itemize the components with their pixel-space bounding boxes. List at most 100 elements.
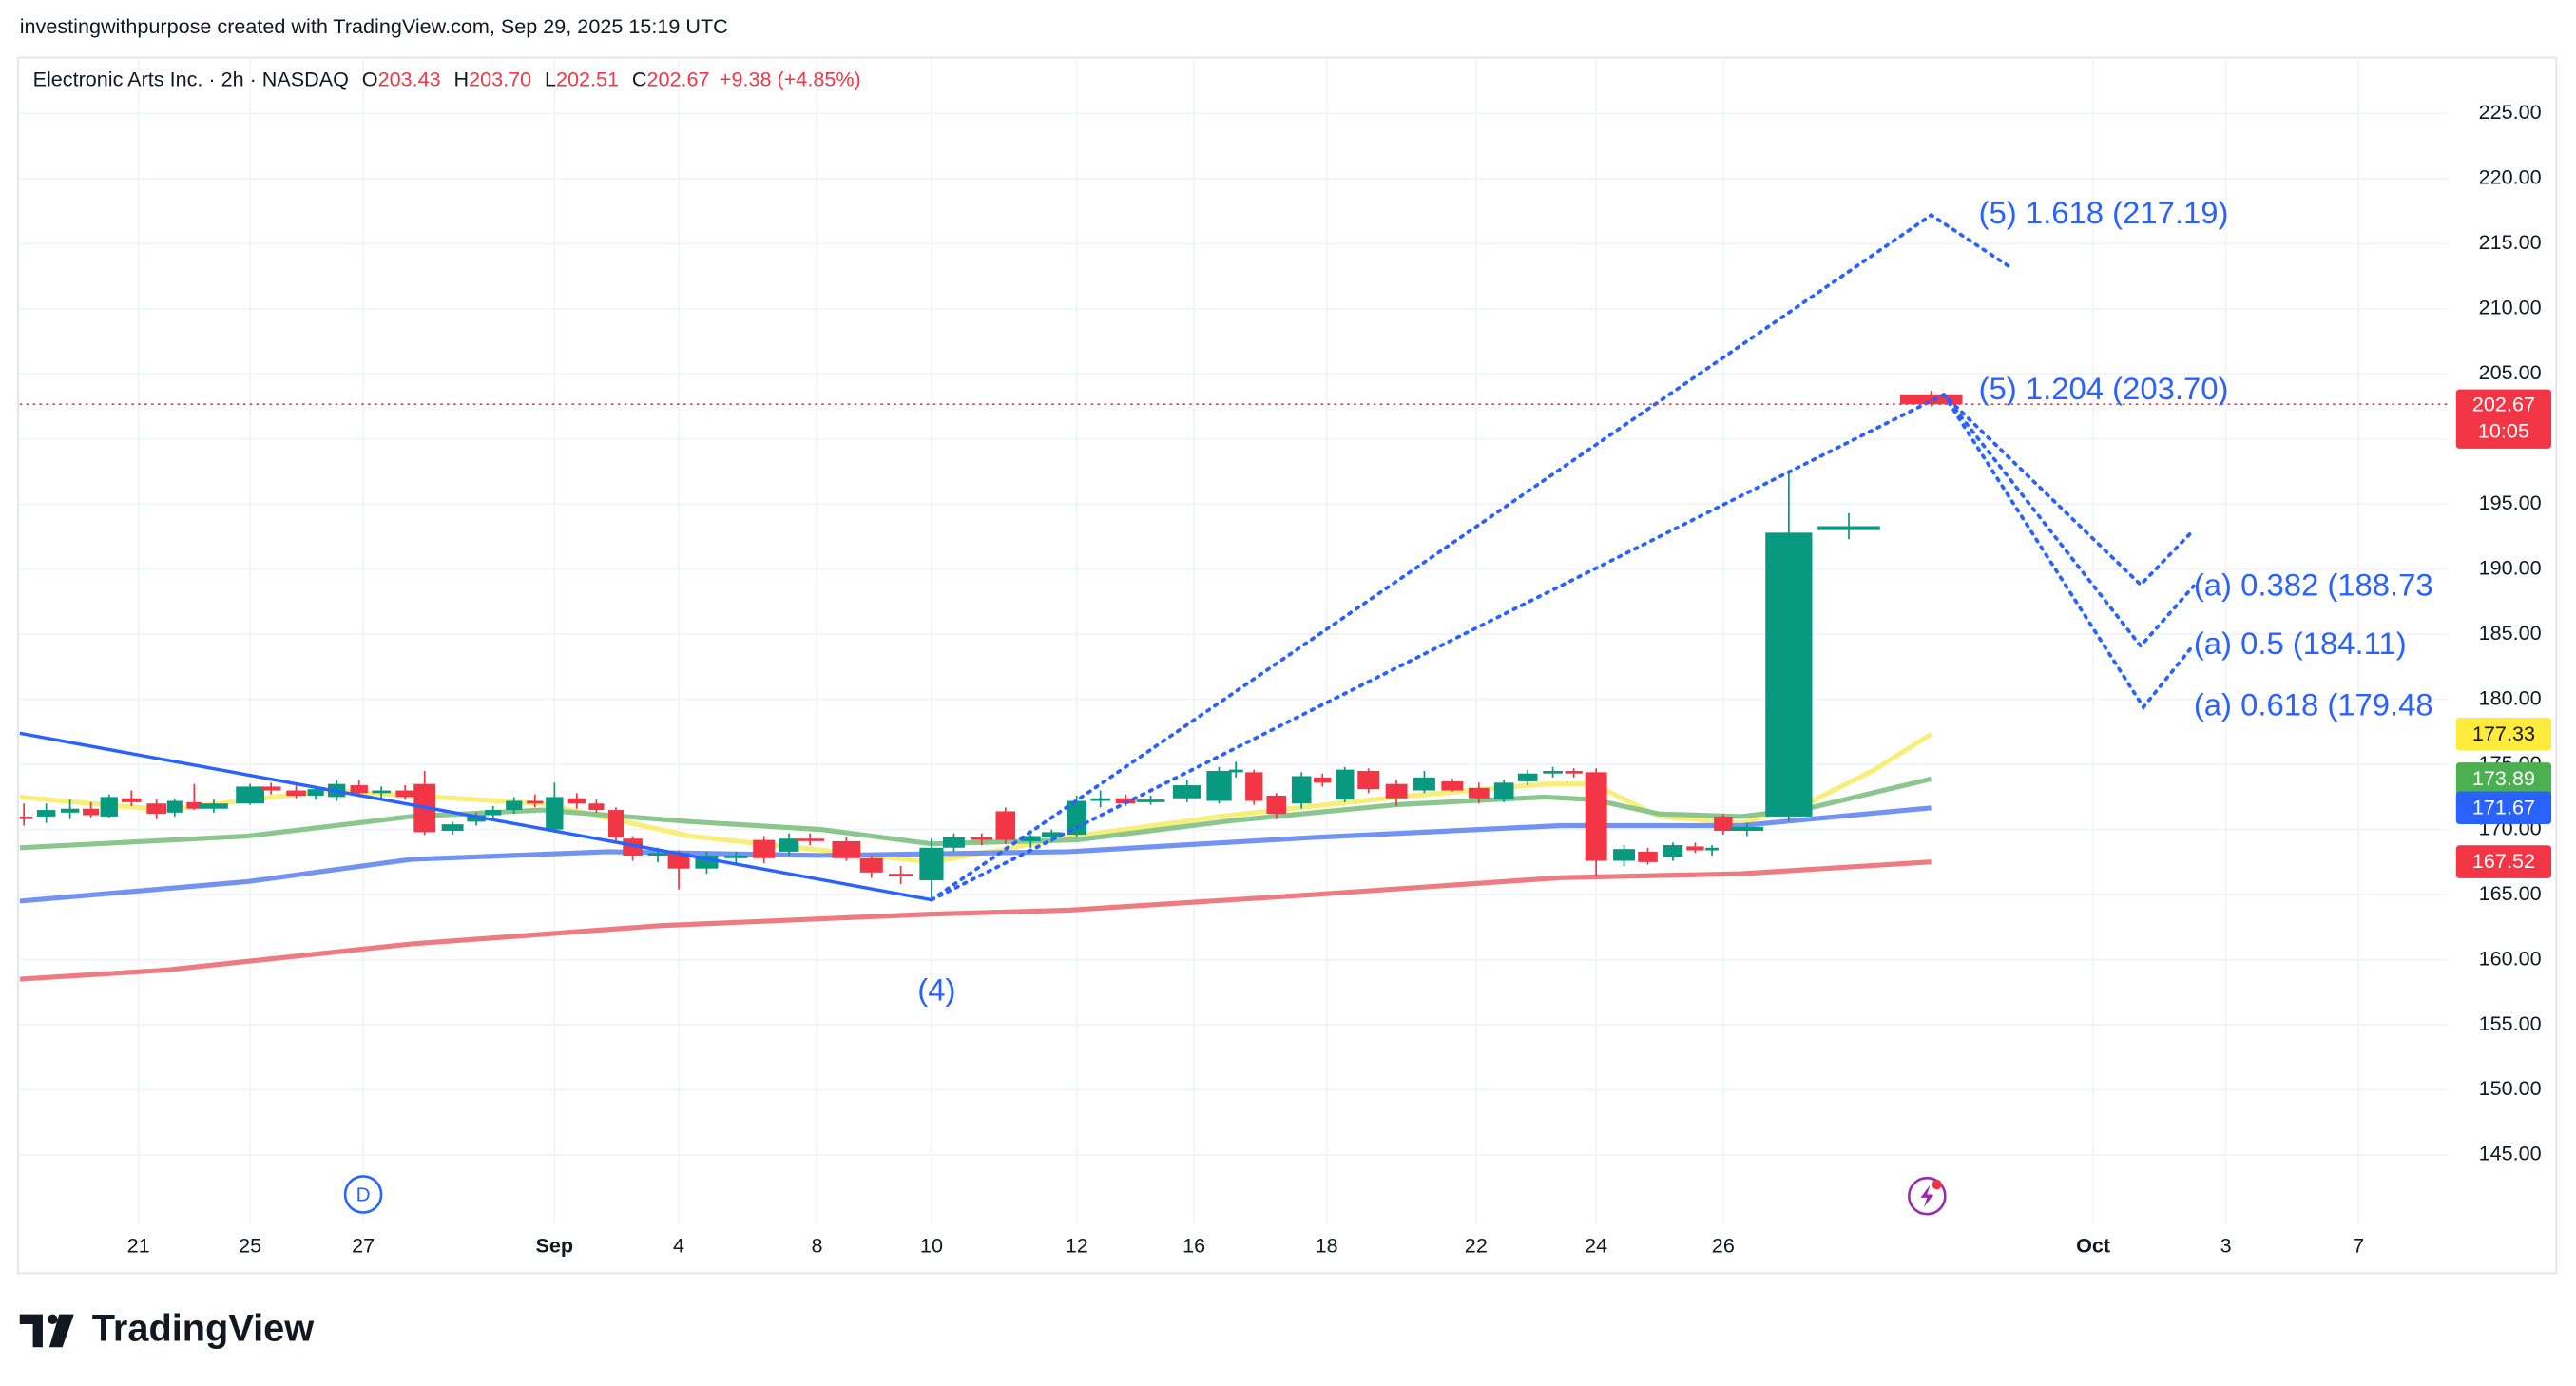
x-tick-label: 10 [920,1233,943,1257]
trend-drawing [930,392,2196,902]
price-label: 173.89 [2472,766,2535,790]
x-tick-label: Oct [2076,1233,2110,1257]
candle-body [83,808,100,816]
y-tick-label: 190.00 [2479,555,2542,579]
candle-body [1613,849,1635,861]
candle-body [1468,787,1490,799]
candle-body [441,824,464,831]
candle-body [832,840,861,858]
ohlc-key: C [632,67,647,90]
candle-body [1020,836,1041,841]
candle-body [100,797,118,817]
candle-body [667,853,690,869]
candle-body [1314,777,1332,783]
x-tick-label: 16 [1182,1233,1205,1257]
candle-body [1899,394,1963,405]
y-tick-label: 145.00 [2479,1142,2542,1165]
candle-body [546,797,564,830]
x-tick-label: 12 [1066,1233,1088,1257]
wave-annotation: (5) 1.204 (203.70) [1979,371,2229,406]
candle-body [796,838,825,841]
candle-body [1172,785,1201,799]
axes: 145.00150.00155.00160.00165.00170.00175.… [127,100,2552,1257]
candle-body [724,856,748,858]
symbol: Electronic Arts Inc. · 2h · NASDAQ [33,67,349,90]
candle-body [307,789,324,797]
candle-body [121,798,142,802]
candle-body [1245,772,1263,801]
candle-body [1357,770,1380,790]
dividend-marker [343,1175,383,1214]
price-label: 177.33 [2472,722,2535,745]
candle-body [971,837,993,840]
candle-body [1291,776,1312,804]
x-tick-label: Sep [536,1233,574,1257]
candle-body [236,786,265,804]
candle-body [527,800,544,804]
candle-body [567,798,586,804]
candle-body [1441,780,1464,791]
wave-annotation: (a) 0.618 (179.48 [2194,687,2433,722]
ohlc-value: 202.51 [556,67,619,90]
candle-body [1385,783,1408,799]
candle-body [1714,816,1733,831]
candle-body [942,837,965,848]
candle-body [647,853,668,857]
credit: investingwithpurpose created with Tradin… [20,14,728,38]
trend-drawing [930,212,2014,902]
candle-body [286,790,306,797]
wave-annotation: (4) [917,972,955,1007]
price-label-box [2455,845,2552,878]
x-tick-label: 27 [352,1233,375,1257]
candle-body [889,874,913,876]
candle-body [1663,845,1683,857]
candle-body [1336,769,1355,800]
candle-body [350,785,368,794]
ohlc-value: 203.70 [469,67,531,90]
candle-body [146,803,167,815]
candle-body [1638,851,1658,862]
y-tick-label: 150.00 [2479,1076,2542,1100]
x-tick-label: 21 [127,1233,150,1257]
candle-body [779,838,799,852]
y-tick-label: 180.00 [2479,685,2542,709]
bar-countdown: 10:05 [2478,418,2529,442]
candle-body [1413,777,1435,791]
dividend-marker-label: D [356,1184,371,1206]
event-icon [1908,1176,1947,1216]
y-tick-label: 195.00 [2479,491,2542,514]
candle-body [1206,770,1232,801]
candle-body [1517,773,1538,781]
last-price-label: 202.67 [2472,393,2535,416]
price-label-box [2455,791,2552,825]
price-label-box [2455,717,2552,751]
candle-body [506,800,523,811]
candle-body [1115,798,1136,804]
candle-body [1493,782,1514,800]
y-tick-label: 215.00 [2479,230,2542,254]
plot-area [19,212,2449,982]
price-label: 171.67 [2472,795,2535,818]
moving-average-line [19,805,1932,904]
trend-drawing [1942,393,2196,711]
x-tick-label: 25 [239,1233,261,1257]
candle-body [186,801,202,809]
candle-body [919,847,944,881]
moving-average-line [19,859,1932,982]
legend-line: Electronic Arts Inc. · 2h · NASDAQ O203.4… [33,67,861,90]
trend-drawing [1942,393,2196,649]
candle-body [1041,832,1062,837]
ohlc-value: 202.67 [646,67,709,90]
candle-body [1565,770,1583,774]
candle-body [19,816,33,819]
candle-body [1136,799,1165,802]
ohlc-key: L [545,67,556,90]
candle-body [995,811,1016,840]
chart-frame [17,56,2558,1275]
candle-body [588,803,605,811]
candle-body [1090,798,1110,801]
candle-body [467,815,486,822]
brand-logo [19,1314,74,1348]
